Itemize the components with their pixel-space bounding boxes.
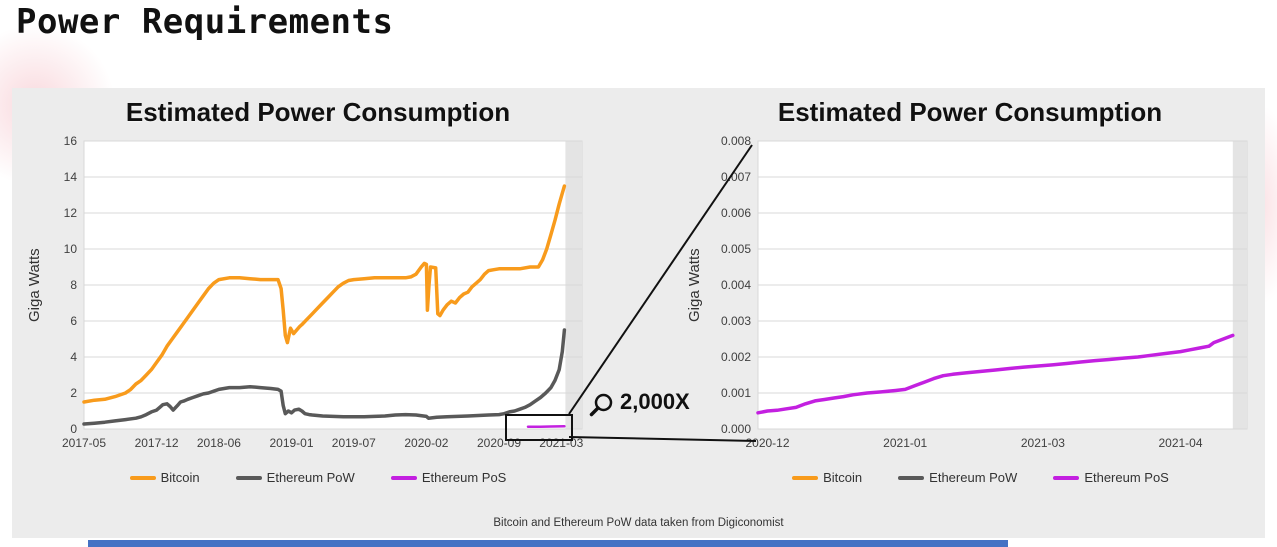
page-title: Power Requirements (16, 2, 394, 42)
right-chart-title: Estimated Power Consumption (777, 97, 1163, 127)
legend-label: Ethereum PoS (421, 470, 507, 485)
svg-text:16: 16 (64, 134, 78, 148)
svg-text:2018-06: 2018-06 (197, 436, 241, 450)
legend-item: Bitcoin (129, 470, 200, 485)
right-chart-plot: 0.000 0.001 0.002 0.003 0.004 0.005 0.006 0.007… (721, 134, 1248, 450)
svg-text:0.004: 0.004 (721, 278, 751, 292)
svg-text:4: 4 (70, 350, 77, 364)
svg-text:0.000: 0.000 (721, 422, 751, 436)
left-y-axis-label: Giga Watts (26, 248, 43, 323)
legend-swatch (1053, 475, 1080, 480)
svg-text:2017-05: 2017-05 (62, 436, 106, 450)
bottom-accent-bar (88, 540, 1008, 547)
magnifier-icon (589, 393, 613, 417)
svg-text:14: 14 (64, 170, 78, 184)
legend-item: Ethereum PoW (898, 470, 1017, 485)
svg-text:0.008: 0.008 (721, 134, 751, 148)
svg-text:2021-04: 2021-04 (1158, 436, 1202, 450)
svg-text:0.001: 0.001 (721, 386, 751, 400)
svg-text:2021-03: 2021-03 (1021, 436, 1065, 450)
svg-text:0.006: 0.006 (721, 206, 751, 220)
svg-text:2019-07: 2019-07 (332, 436, 376, 450)
right-chart-legend: Bitcoin Ethereum PoW Ethereum PoS (708, 470, 1253, 485)
legend-swatch (235, 475, 262, 480)
svg-text:10: 10 (64, 242, 78, 256)
legend-label: Ethereum PoW (929, 470, 1018, 485)
svg-text:2017-12: 2017-12 (135, 436, 179, 450)
svg-text:8: 8 (70, 278, 77, 292)
legend-swatch (898, 475, 925, 480)
svg-text:2020-02: 2020-02 (404, 436, 448, 450)
legend-label: Ethereum PoW (266, 470, 355, 485)
svg-text:0: 0 (70, 422, 77, 436)
legend-item: Ethereum PoW (235, 470, 355, 485)
legend-label: Bitcoin (160, 470, 200, 485)
source-footnote: Bitcoin and Ethereum PoW data taken from… (493, 517, 784, 529)
svg-text:0.002: 0.002 (721, 350, 751, 364)
svg-text:2: 2 (70, 386, 77, 400)
svg-text:0.003: 0.003 (721, 314, 751, 328)
svg-text:2019-01: 2019-01 (269, 436, 313, 450)
svg-text:12: 12 (64, 206, 78, 220)
zoom-factor-label: 2,000X (620, 389, 690, 414)
legend-item: Ethereum PoS (1053, 470, 1169, 485)
left-chart-title: Estimated Power Consumption (125, 97, 511, 127)
right-y-axis-label: Giga Watts (686, 248, 703, 323)
svg-text:2021-01: 2021-01 (883, 436, 927, 450)
legend-swatch (792, 475, 819, 480)
legend-item: Bitcoin (792, 470, 862, 485)
svg-text:2020-12: 2020-12 (745, 436, 789, 450)
svg-text:0.005: 0.005 (721, 242, 751, 256)
legend-label: Bitcoin (823, 470, 863, 485)
left-chart-legend: Bitcoin Ethereum PoW Ethereum PoS (48, 470, 588, 485)
legend-swatch (390, 475, 417, 480)
svg-text:6: 6 (70, 314, 77, 328)
legend-item: Ethereum PoS (390, 470, 507, 485)
legend-label: Ethereum PoS (1084, 470, 1169, 485)
zoom-source-box (505, 414, 573, 441)
svg-text:0.007: 0.007 (721, 170, 751, 184)
legend-swatch (129, 475, 156, 480)
